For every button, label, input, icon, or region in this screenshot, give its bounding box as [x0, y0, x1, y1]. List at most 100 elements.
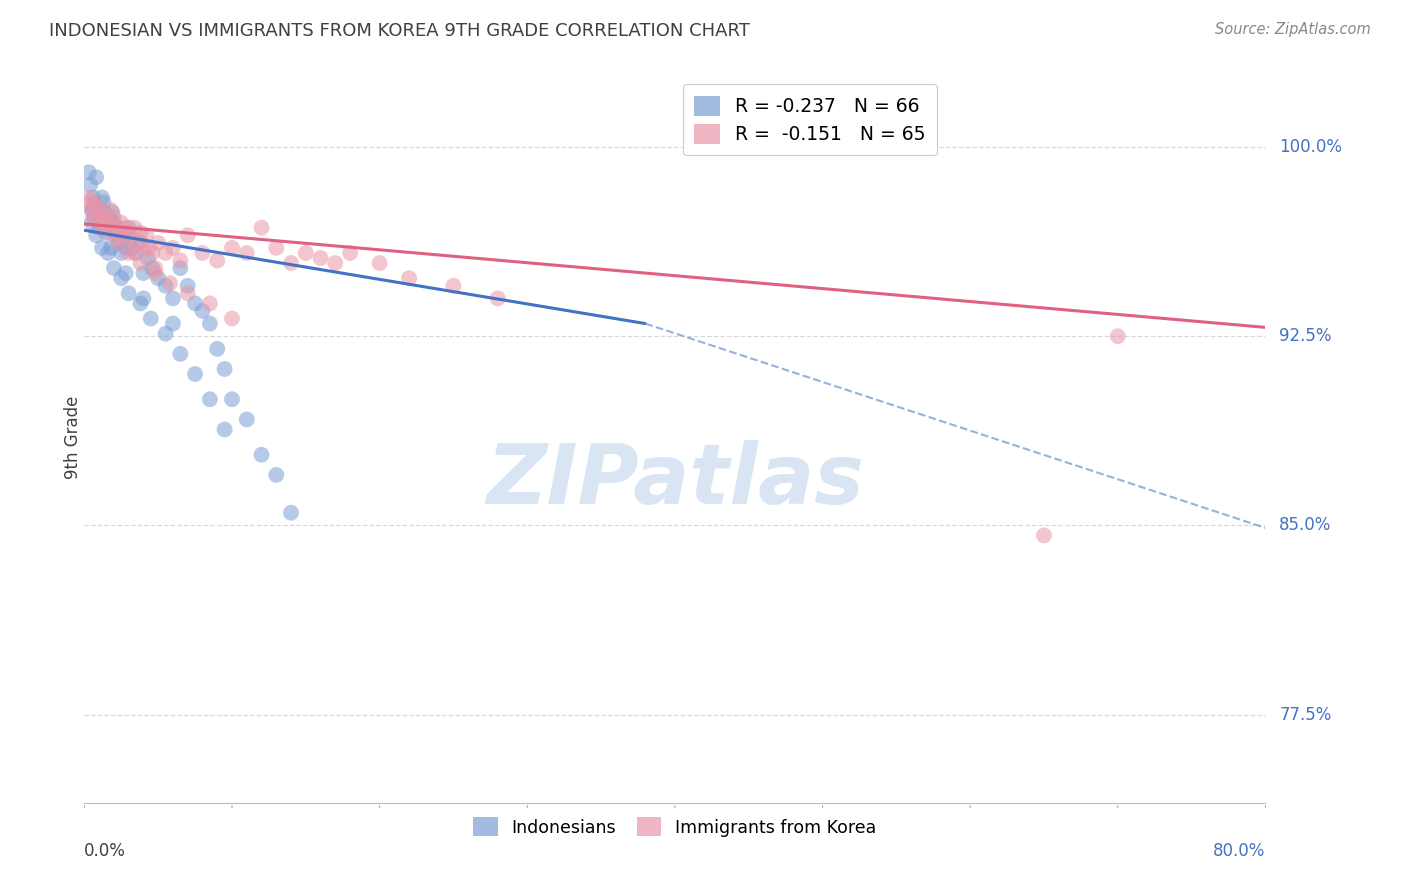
Point: [91, 241, 114, 255]
Point: [155, 246, 177, 260]
Text: 92.5%: 92.5%: [1279, 327, 1331, 345]
Point: [198, 296, 221, 310]
Point: [132, 291, 155, 305]
Point: [96, 220, 118, 235]
Text: 77.5%: 77.5%: [1279, 706, 1331, 723]
Point: [110, 216, 132, 230]
Point: [266, 467, 288, 482]
Text: 0.0%: 0.0%: [84, 842, 127, 860]
Point: [100, 241, 122, 255]
Point: [127, 235, 149, 250]
Point: [114, 241, 136, 255]
Point: [84, 228, 107, 243]
Point: [191, 304, 214, 318]
Point: [114, 220, 136, 235]
Point: [136, 251, 159, 265]
Point: [98, 226, 121, 240]
Point: [138, 241, 160, 255]
Point: [104, 226, 127, 240]
Point: [77, 165, 100, 179]
Point: [101, 205, 124, 219]
Point: [84, 211, 107, 225]
Point: [221, 392, 243, 407]
Point: [155, 278, 177, 293]
Point: [118, 246, 141, 260]
Text: ZIPatlas: ZIPatlas: [486, 441, 863, 522]
Point: [84, 170, 107, 185]
Point: [132, 241, 155, 255]
Point: [221, 311, 243, 326]
Point: [79, 195, 101, 210]
Point: [309, 251, 332, 265]
Point: [82, 190, 104, 204]
Point: [236, 246, 259, 260]
Point: [101, 220, 124, 235]
Point: [162, 241, 184, 255]
Point: [124, 246, 146, 260]
Text: 100.0%: 100.0%: [1279, 138, 1343, 156]
Point: [121, 231, 143, 245]
Point: [177, 228, 200, 243]
Point: [280, 506, 302, 520]
Point: [486, 291, 509, 305]
Point: [177, 286, 200, 301]
Point: [112, 228, 135, 243]
Point: [1107, 329, 1129, 343]
Point: [207, 342, 229, 356]
Point: [325, 256, 347, 270]
Point: [82, 201, 104, 215]
Point: [91, 190, 114, 204]
Point: [207, 253, 229, 268]
Point: [143, 261, 166, 276]
Point: [80, 216, 103, 230]
Point: [105, 220, 128, 235]
Point: [184, 296, 207, 310]
Point: [236, 412, 259, 426]
Point: [250, 448, 273, 462]
Point: [98, 216, 121, 230]
Point: [118, 220, 141, 235]
Point: [162, 291, 184, 305]
Point: [90, 220, 112, 235]
Text: 85.0%: 85.0%: [1279, 516, 1331, 534]
Point: [266, 241, 288, 255]
Point: [94, 211, 117, 225]
Point: [280, 256, 302, 270]
Point: [132, 266, 155, 280]
Point: [129, 296, 152, 310]
Point: [107, 235, 129, 250]
Point: [191, 246, 214, 260]
Point: [82, 211, 104, 225]
Point: [83, 195, 105, 210]
Point: [100, 220, 122, 235]
Point: [198, 392, 221, 407]
Point: [148, 271, 170, 285]
Text: INDONESIAN VS IMMIGRANTS FROM KOREA 9TH GRADE CORRELATION CHART: INDONESIAN VS IMMIGRANTS FROM KOREA 9TH …: [49, 22, 749, 40]
Point: [110, 246, 132, 260]
Point: [86, 201, 108, 215]
Point: [80, 203, 103, 218]
Point: [80, 203, 103, 218]
Point: [169, 347, 191, 361]
Point: [141, 261, 163, 276]
Point: [169, 253, 191, 268]
Point: [93, 211, 115, 225]
Point: [398, 271, 420, 285]
Point: [91, 216, 114, 230]
Point: [177, 278, 200, 293]
Point: [443, 278, 465, 293]
Point: [97, 246, 120, 260]
Point: [169, 261, 191, 276]
Point: [108, 228, 131, 243]
Point: [139, 311, 162, 326]
Point: [107, 235, 129, 250]
Point: [162, 317, 184, 331]
Point: [124, 220, 146, 235]
Point: [1033, 528, 1056, 542]
Point: [155, 326, 177, 341]
Point: [129, 256, 152, 270]
Point: [295, 246, 318, 260]
Point: [108, 228, 131, 243]
Point: [94, 205, 117, 219]
Point: [97, 211, 120, 225]
